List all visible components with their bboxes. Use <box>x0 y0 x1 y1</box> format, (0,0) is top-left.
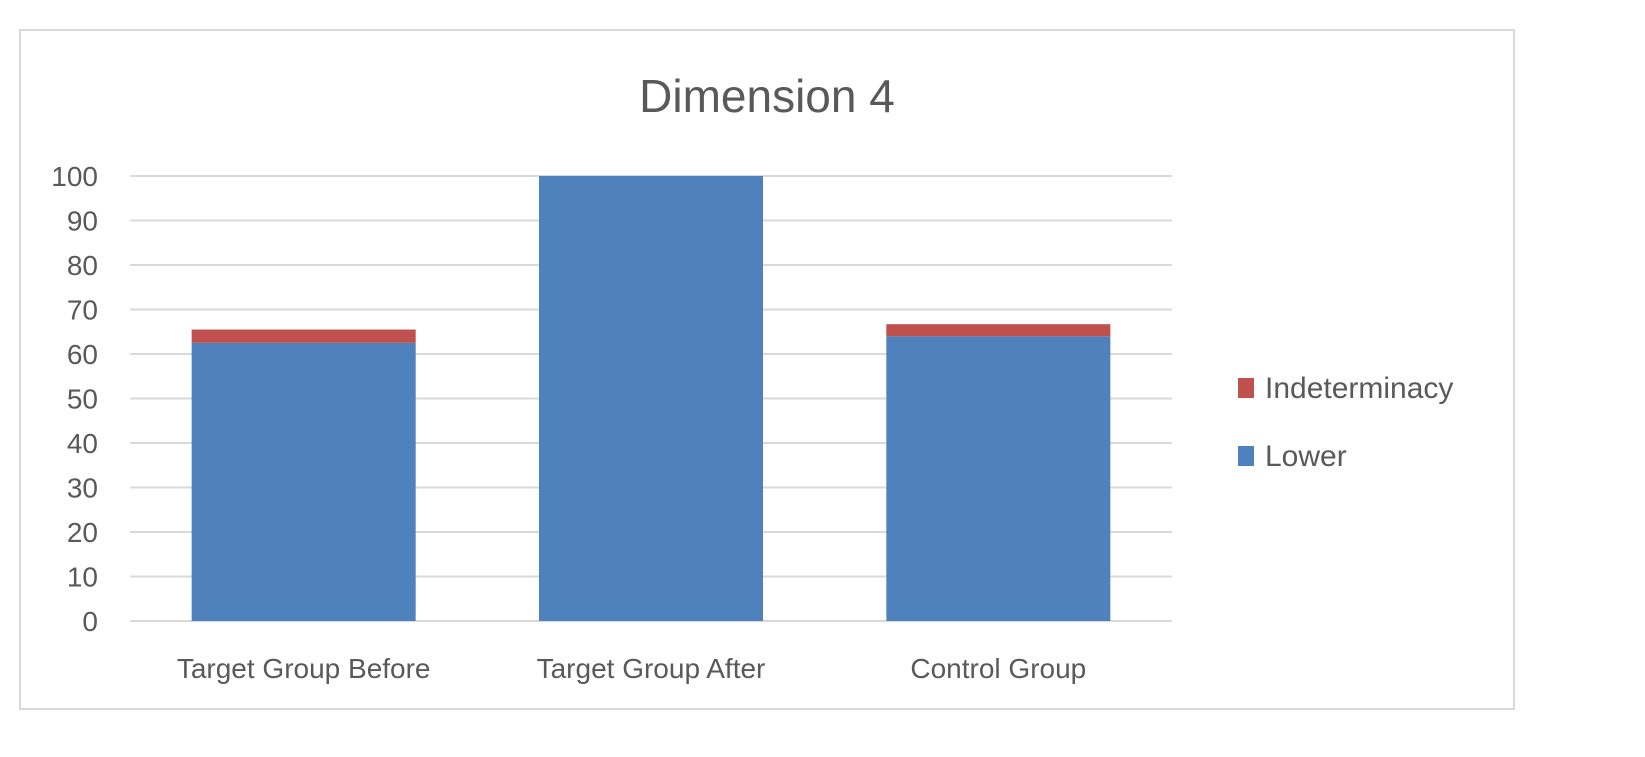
chart-title: Dimension 4 <box>639 70 895 122</box>
bars <box>191 176 1111 621</box>
y-tick-label: 30 <box>67 473 98 504</box>
y-tick-label: 40 <box>67 428 98 459</box>
y-tick-label: 80 <box>67 250 98 281</box>
bar-lower-0 <box>191 342 416 621</box>
bar-indeterminacy-0 <box>191 329 416 343</box>
y-tick-label: 70 <box>67 295 98 326</box>
x-tick-label: Target Group After <box>537 653 766 684</box>
x-axis-ticks: Target Group Before Target Group After Con… <box>177 653 1086 684</box>
y-tick-label: 60 <box>67 339 98 370</box>
y-tick-label: 10 <box>67 562 98 593</box>
legend: Indeterminacy Lower <box>1238 372 1453 473</box>
y-axis-ticks: 0 10 20 30 40 50 60 70 80 90 100 <box>51 161 98 637</box>
legend-swatch-lower <box>1238 446 1254 466</box>
y-tick-label: 20 <box>67 517 98 548</box>
bar-lower-1 <box>538 176 764 621</box>
legend-swatch-indeterminacy <box>1238 378 1254 398</box>
y-tick-label: 50 <box>67 384 98 415</box>
bar-lower-2 <box>886 336 1111 621</box>
x-tick-label: Target Group Before <box>177 653 431 684</box>
legend-label-lower: Lower <box>1265 440 1347 473</box>
bar-indeterminacy-2 <box>886 324 1111 337</box>
y-tick-label: 0 <box>82 606 98 637</box>
x-tick-label: Control Group <box>910 653 1086 684</box>
y-tick-label: 100 <box>51 161 98 192</box>
legend-label-indeterminacy: Indeterminacy <box>1265 372 1453 405</box>
y-tick-label: 90 <box>67 206 98 237</box>
